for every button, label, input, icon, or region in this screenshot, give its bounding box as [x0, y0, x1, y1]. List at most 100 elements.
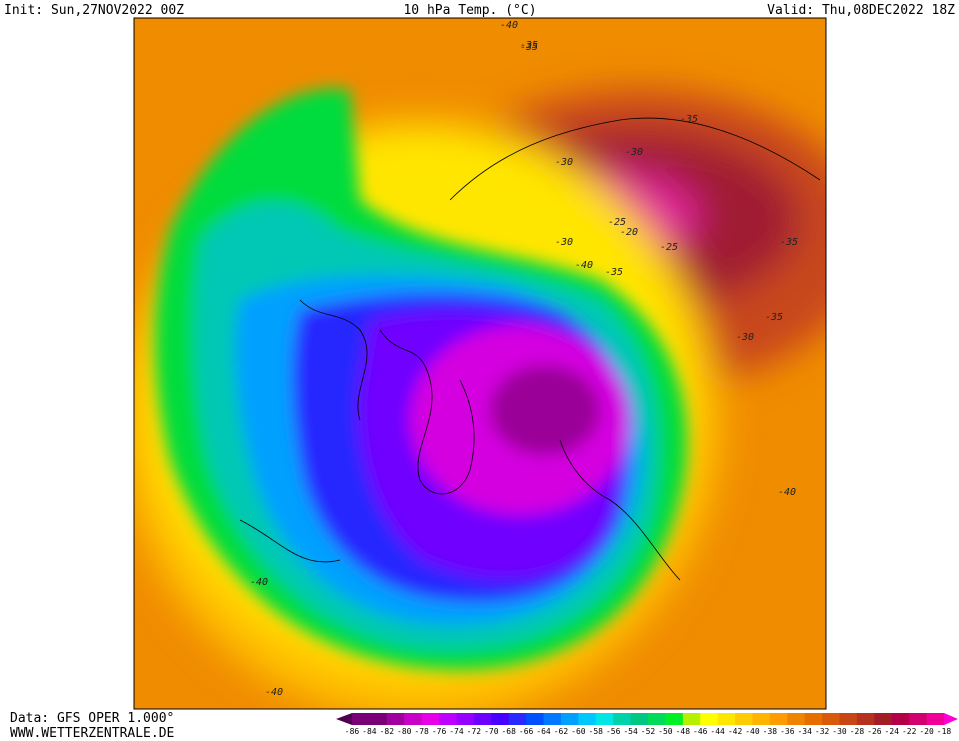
legend-tick-label: -66	[519, 727, 534, 736]
legend-swatch	[891, 713, 910, 725]
legend-swatch	[508, 713, 527, 725]
legend-swatch	[491, 713, 510, 725]
legend-swatch	[630, 713, 649, 725]
contour-label: -35	[680, 114, 698, 125]
legend-swatch	[648, 713, 666, 725]
contour-label: -40	[778, 487, 796, 498]
contour-label: -40	[575, 260, 593, 271]
legend-tick-label: -56	[606, 727, 621, 736]
contour-label: -35	[520, 42, 538, 53]
legend-tick-label: -30	[832, 727, 847, 736]
legend-swatch	[839, 713, 858, 725]
contour-label: -30	[555, 157, 573, 168]
legend-swatch	[769, 713, 788, 725]
legend-swatch	[404, 713, 423, 725]
legend-swatch	[682, 713, 701, 725]
legend-swatch	[717, 713, 736, 725]
legend-swatch	[926, 713, 945, 725]
init-label: Init: Sun,27NOV2022 00Z	[4, 3, 184, 18]
legend-swatch	[473, 713, 492, 725]
contour-label: -30	[625, 147, 643, 158]
legend-swatch	[439, 713, 457, 725]
legend-tick-label: -64	[536, 727, 551, 736]
legend-tick-label: -40	[745, 727, 760, 736]
legend-tick-label: -54	[623, 727, 638, 736]
legend-swatch	[874, 713, 893, 725]
legend-swatch	[560, 713, 579, 725]
map-field: -40-35-35-30-35-30-20-25-30-25-35-40-35-…	[134, 18, 826, 709]
contour-label: -25	[608, 217, 626, 228]
legend-tick-label: -68	[501, 727, 516, 736]
valid-label: Valid: Thu,08DEC2022 18Z	[767, 3, 955, 18]
legend-tick-label: -20	[919, 727, 934, 736]
legend-swatch	[543, 713, 562, 725]
contour-label: -35	[605, 267, 623, 278]
map-title: 10 hPa Temp. (°C)	[403, 3, 536, 18]
legend-tick-label: -72	[467, 727, 482, 736]
legend-tick-label: -32	[815, 727, 830, 736]
legend-swatch	[856, 713, 875, 725]
legend-tick-label: -60	[571, 727, 586, 736]
legend-tick-label: -24	[885, 727, 900, 736]
legend-tick-label: -26	[867, 727, 882, 736]
legend-arrow	[336, 713, 352, 725]
legend-tick-label: -22	[902, 727, 917, 736]
legend-swatch	[526, 713, 545, 725]
site-label: WWW.WETTERZENTRALE.DE	[10, 726, 174, 741]
legend-tick-label: -86	[345, 727, 360, 736]
contour-label: -30	[736, 332, 754, 343]
legend-tick-label: -36	[780, 727, 795, 736]
legend-tick-label: -52	[641, 727, 656, 736]
contour-label: -40	[250, 577, 268, 588]
legend-tick-label: -70	[484, 727, 499, 736]
legend-tick-label: -50	[658, 727, 673, 736]
legend-tick-label: -18	[937, 727, 952, 736]
data-source: Data: GFS OPER 1.000°	[10, 711, 174, 726]
legend-tick-label: -74	[449, 727, 464, 736]
legend-tick-label: -80	[397, 727, 412, 736]
legend-arrow	[944, 713, 958, 725]
contour-labels: -40-35-35-30-35-30-20-25-30-25-35-40-35-…	[250, 20, 798, 698]
legend-tick-label: -42	[728, 727, 743, 736]
map-frame	[133, 17, 827, 710]
legend-swatch	[787, 713, 806, 725]
legend-swatch	[421, 713, 440, 725]
legend-swatch	[909, 713, 928, 725]
contour-label: -40	[500, 20, 518, 31]
legend-swatch	[735, 713, 753, 725]
legend-swatch	[613, 713, 632, 725]
legend-tick-label: -28	[850, 727, 865, 736]
contour-label: -30	[555, 237, 573, 248]
contour-label: -25	[660, 242, 678, 253]
legend-tick-label: -76	[432, 727, 447, 736]
contour-label: -20	[620, 227, 638, 238]
legend-tick-label: -38	[763, 727, 778, 736]
legend-swatch	[804, 713, 823, 725]
legend-swatch	[456, 713, 475, 725]
legend-tick-label: -34	[797, 727, 812, 736]
legend-tick-label: -44	[710, 727, 725, 736]
legend-tick-label: -82	[380, 727, 395, 736]
contour-label: -35	[520, 40, 538, 51]
legend-tick-label: -78	[414, 727, 429, 736]
legend-swatch	[822, 713, 841, 725]
contour-label: -35	[780, 237, 798, 248]
contour-label: -35	[765, 312, 783, 323]
legend-tick-label: -48	[676, 727, 691, 736]
legend-tick-label: -84	[362, 727, 377, 736]
coastlines	[239, 117, 821, 581]
legend-tick-label: -46	[693, 727, 708, 736]
legend-swatch	[352, 713, 370, 725]
legend-tick-label: -58	[589, 727, 604, 736]
color-legend: -86 -84 -82 -80 -78 -76 -74 -72 -70 -68 -66 -64 -62-…	[336, 713, 958, 736]
legend-swatch	[752, 713, 771, 725]
legend-swatch	[665, 713, 684, 725]
legend-tick-label: -62	[554, 727, 569, 736]
legend-swatch	[595, 713, 614, 725]
legend-swatch	[578, 713, 597, 725]
legend-swatch	[386, 713, 405, 725]
contour-label: -40	[265, 687, 283, 698]
legend-swatch	[700, 713, 719, 725]
legend-swatch	[369, 713, 388, 725]
